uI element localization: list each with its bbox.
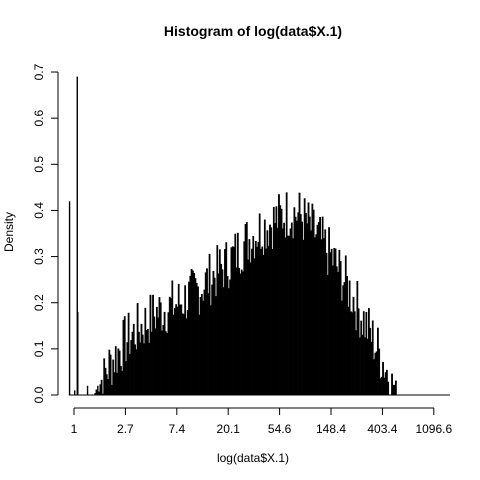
histogram-bar <box>97 385 99 395</box>
histogram-bar <box>395 380 397 396</box>
y-axis-label: Density <box>2 212 16 252</box>
y-tick-label: 0.3 <box>32 248 46 265</box>
histogram-bar <box>95 389 98 396</box>
x-tick-label: 403.4 <box>367 422 397 436</box>
histogram-bar <box>74 390 76 395</box>
x-tick-label: 7.4 <box>168 422 185 436</box>
x-tick-label: 20.1 <box>217 422 241 436</box>
y-tick-label: 0.4 <box>32 202 46 219</box>
y-tick-label: 0.0 <box>32 386 46 403</box>
y-tick-label: 0.1 <box>32 340 46 357</box>
histogram-bar <box>76 76 78 395</box>
histogram-bar <box>68 201 71 395</box>
y-axis-ticks: 0.0 0.1 0.2 0.3 0.4 0.5 0.6 0.7 <box>32 63 58 403</box>
x-tick-label: 148.4 <box>316 422 346 436</box>
y-tick-label: 0.5 <box>32 156 46 173</box>
histogram-bar <box>100 379 103 396</box>
x-tick-label: 1 <box>71 422 78 436</box>
chart-title: Histogram of log(data$X.1) <box>164 23 342 39</box>
x-axis-ticks: 1 2.7 7.4 20.1 54.6 148.4 403.4 1096.6 <box>71 408 452 436</box>
x-tick-label: 2.7 <box>117 422 134 436</box>
y-tick-label: 0.6 <box>32 109 46 126</box>
y-tick-label: 0.2 <box>32 294 46 311</box>
x-axis-label: log(data$X.1) <box>217 451 289 465</box>
histogram-bars <box>68 76 450 396</box>
y-tick-label: 0.7 <box>32 63 46 80</box>
x-tick-label: 54.6 <box>268 422 292 436</box>
histogram-bar <box>387 381 390 396</box>
histogram-bar <box>86 385 89 395</box>
x-tick-label: 1096.6 <box>415 422 452 436</box>
histogram-bar <box>77 311 79 395</box>
